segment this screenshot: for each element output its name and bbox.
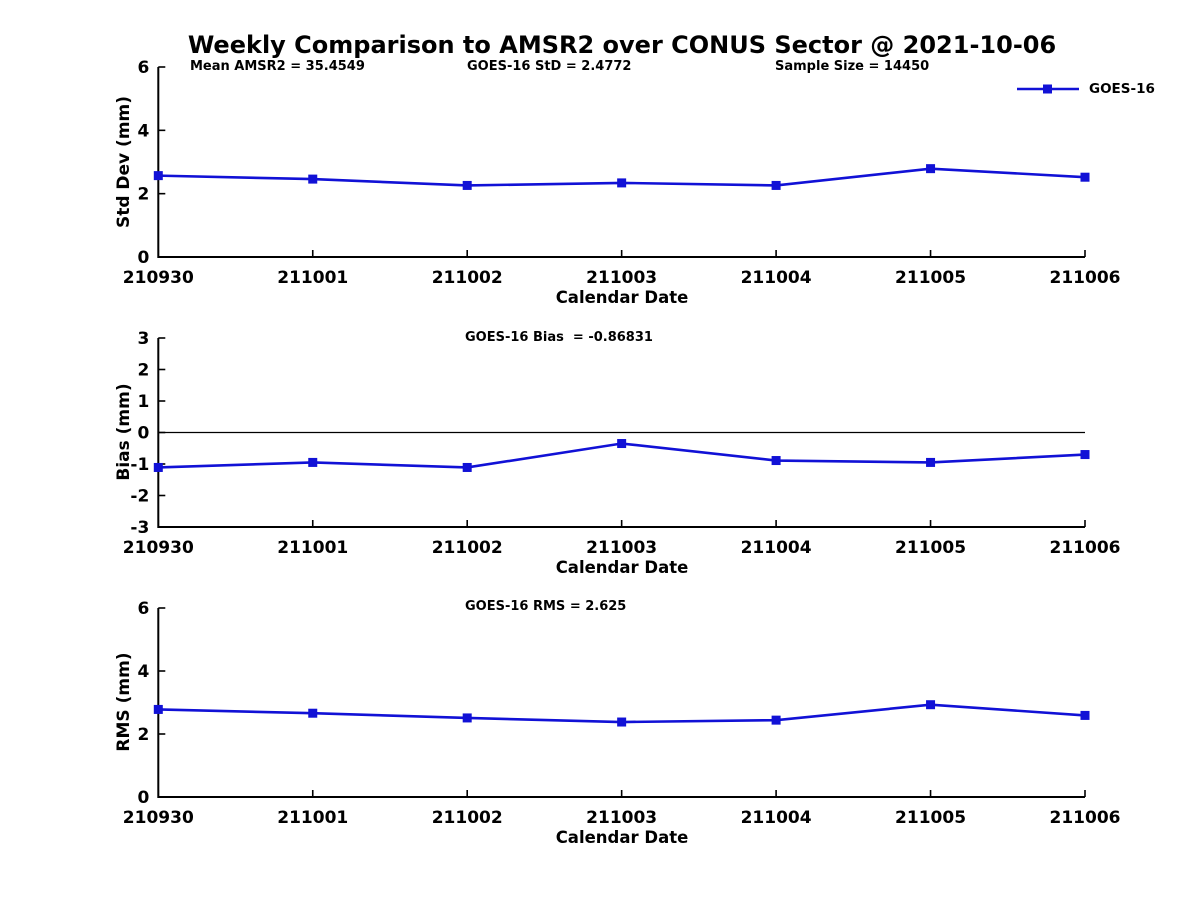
y-tick-label: 2 bbox=[137, 361, 149, 381]
legend: GOES-16 bbox=[1016, 80, 1155, 98]
stat-sample-size: Sample Size = 14450 bbox=[775, 59, 930, 74]
x-tick-label: 210930 bbox=[123, 268, 194, 288]
data-point-marker bbox=[153, 704, 163, 714]
x-tick-label: 210930 bbox=[123, 538, 194, 558]
data-point-marker bbox=[617, 717, 627, 727]
axes-frame bbox=[157, 608, 1085, 798]
x-tick-label: 211001 bbox=[277, 538, 348, 558]
x-tick-label: 211004 bbox=[741, 808, 812, 828]
data-point-marker bbox=[617, 439, 627, 449]
data-point-marker bbox=[308, 457, 318, 467]
y-tick-label: -1 bbox=[130, 455, 149, 475]
y-tick-label: -2 bbox=[130, 487, 149, 507]
x-tick-label: 211004 bbox=[741, 268, 812, 288]
y-tick-label: 2 bbox=[137, 725, 149, 745]
data-point-marker bbox=[1080, 172, 1090, 182]
axes-frame bbox=[157, 67, 1085, 258]
x-tick-label: 211003 bbox=[586, 538, 657, 558]
data-point-marker bbox=[926, 700, 936, 710]
y-tick-label: 4 bbox=[137, 121, 149, 141]
x-tick-label: 211005 bbox=[895, 538, 966, 558]
data-point-marker bbox=[153, 171, 163, 181]
x-tick-label: 211005 bbox=[895, 808, 966, 828]
data-point-marker bbox=[926, 164, 936, 174]
data-point-marker bbox=[1080, 710, 1090, 720]
data-point-marker bbox=[462, 462, 472, 472]
data-point-marker bbox=[771, 180, 781, 190]
x-tick-label: 211002 bbox=[432, 538, 503, 558]
x-tick-label: 211001 bbox=[277, 268, 348, 288]
x-tick-label: 211006 bbox=[1050, 808, 1121, 828]
data-point-marker bbox=[771, 456, 781, 466]
x-tick-label: 211003 bbox=[586, 808, 657, 828]
y-tick-label: 4 bbox=[137, 662, 149, 682]
stat-goes16-std: GOES-16 StD = 2.4772 bbox=[467, 59, 632, 74]
y-tick-label: 0 bbox=[137, 248, 149, 268]
data-point-marker bbox=[771, 715, 781, 725]
x-tick-label: 211006 bbox=[1050, 538, 1121, 558]
data-point-marker bbox=[308, 708, 318, 718]
data-point-marker bbox=[926, 457, 936, 467]
stat-mean-amsr2: Mean AMSR2 = 35.4549 bbox=[190, 59, 365, 74]
y-axis-label-bias: Bias (mm) bbox=[114, 383, 134, 481]
annotation-rms-value: GOES-16 RMS = 2.625 bbox=[465, 599, 627, 614]
data-point-marker bbox=[1080, 450, 1090, 460]
subplot-3: 0 2 4 6 210930 211001 211002 211003 211004 211005… bbox=[123, 599, 1121, 828]
y-tick-label: 0 bbox=[137, 424, 149, 444]
x-tick-label: 211003 bbox=[586, 268, 657, 288]
x-axis-label-calendar-date-3: Calendar Date bbox=[555, 828, 689, 847]
y-tick-label: 1 bbox=[137, 392, 149, 412]
y-tick-label: 0 bbox=[137, 788, 149, 808]
x-tick-label: 211006 bbox=[1050, 268, 1121, 288]
chart-title: Weekly Comparison to AMSR2 over CONUS Se… bbox=[187, 31, 1057, 59]
legend-line-marker-icon bbox=[1017, 84, 1079, 94]
x-tick-label: 211001 bbox=[277, 808, 348, 828]
y-tick-label: 6 bbox=[137, 58, 149, 78]
x-tick-label: 211002 bbox=[432, 268, 503, 288]
x-axis-label-calendar-date-2: Calendar Date bbox=[555, 558, 689, 577]
data-point-marker bbox=[153, 462, 163, 472]
data-point-marker bbox=[462, 713, 472, 723]
legend-series-label: GOES-16 bbox=[1089, 81, 1155, 97]
x-tick-label: 211004 bbox=[741, 538, 812, 558]
x-tick-label: 211005 bbox=[895, 268, 966, 288]
x-tick-label: 210930 bbox=[123, 808, 194, 828]
x-tick-label: 211002 bbox=[432, 808, 503, 828]
y-tick-label: 2 bbox=[137, 185, 149, 205]
y-tick-label: 3 bbox=[137, 329, 149, 349]
y-axis-label-rms: RMS (mm) bbox=[114, 652, 134, 752]
annotation-bias-value: GOES-16 Bias = -0.86831 bbox=[465, 330, 653, 345]
subplot-1: 0 2 4 6 210930 211001 211002 211003 211004 211005… bbox=[123, 58, 1121, 288]
data-point-marker bbox=[308, 174, 318, 184]
y-axis-label-stddev: Std Dev (mm) bbox=[114, 95, 134, 229]
data-point-marker bbox=[462, 180, 472, 190]
y-tick-label: 6 bbox=[137, 599, 149, 619]
y-tick-label: -3 bbox=[130, 518, 149, 538]
subplot-2: -3 -2 -1 0 1 2 3 210930 211001 211002 211003 211004… bbox=[123, 329, 1121, 558]
data-point-marker bbox=[617, 178, 627, 188]
x-axis-label-calendar-date-1: Calendar Date bbox=[555, 288, 689, 307]
